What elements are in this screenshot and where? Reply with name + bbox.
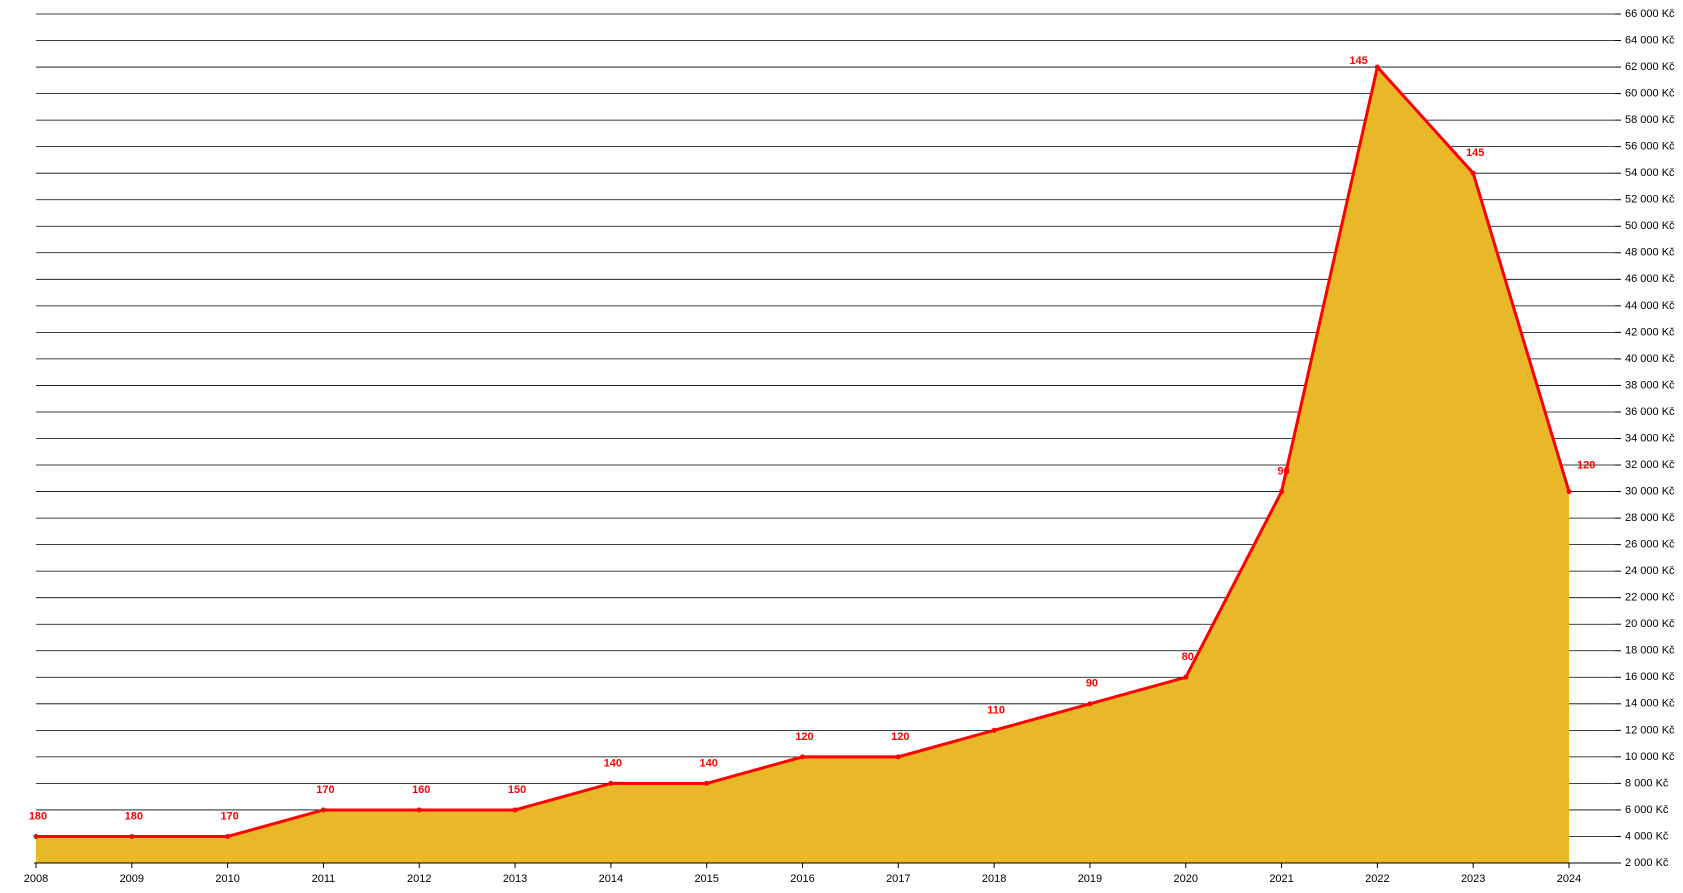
y-tick-label: 10 000 Kč bbox=[1625, 751, 1675, 763]
point bbox=[800, 754, 805, 760]
x-tick-label: 2016 bbox=[790, 873, 814, 885]
data-label: 145 bbox=[1466, 147, 1484, 159]
point bbox=[1279, 489, 1285, 495]
data-label: 170 bbox=[220, 810, 238, 822]
x-tick-label: 2022 bbox=[1365, 873, 1389, 885]
y-tick-label: 46 000 Kč bbox=[1625, 273, 1675, 285]
data-label: 90 bbox=[1277, 465, 1289, 477]
x-tick-label: 2018 bbox=[982, 873, 1006, 885]
y-tick-label: 64 000 Kč bbox=[1625, 34, 1675, 46]
y-tick-label: 38 000 Kč bbox=[1625, 379, 1675, 391]
data-label: 160 bbox=[412, 784, 430, 796]
data-label: 140 bbox=[604, 757, 622, 769]
y-tick-label: 66 000 Kč bbox=[1625, 8, 1675, 20]
y-tick-label: 26 000 Kč bbox=[1625, 539, 1675, 551]
x-tick-label: 2008 bbox=[24, 873, 48, 885]
data-label: 170 bbox=[316, 784, 334, 796]
y-tick-label: 32 000 Kč bbox=[1625, 459, 1675, 471]
x-tick-label: 2024 bbox=[1557, 873, 1581, 885]
y-tick-label: 50 000 Kč bbox=[1625, 220, 1675, 232]
data-label: 145 bbox=[1349, 55, 1367, 67]
y-tick-label: 44 000 Kč bbox=[1625, 300, 1675, 312]
point bbox=[1087, 701, 1093, 707]
data-label: 120 bbox=[1577, 459, 1595, 471]
y-tick-label: 36 000 Kč bbox=[1625, 406, 1675, 418]
y-tick-label: 28 000 Kč bbox=[1625, 512, 1675, 524]
point bbox=[225, 833, 231, 839]
y-tick-label: 24 000 Kč bbox=[1625, 565, 1675, 577]
y-tick-label: 22 000 Kč bbox=[1625, 592, 1675, 604]
data-label: 140 bbox=[700, 757, 718, 769]
area bbox=[36, 67, 1569, 863]
data-label: 180 bbox=[125, 810, 143, 822]
y-tick-label: 14 000 Kč bbox=[1625, 698, 1675, 710]
y-tick-label: 30 000 Kč bbox=[1625, 485, 1675, 497]
x-tick-label: 2013 bbox=[503, 873, 527, 885]
data-label: 150 bbox=[508, 784, 526, 796]
data-label: 120 bbox=[795, 731, 813, 743]
x-tick-label: 2010 bbox=[215, 873, 239, 885]
y-tick-label: 34 000 Kč bbox=[1625, 432, 1675, 444]
x-tick-label: 2011 bbox=[312, 873, 336, 885]
point bbox=[33, 833, 39, 839]
x-tick-label: 2019 bbox=[1078, 873, 1102, 885]
y-tick-label: 58 000 Kč bbox=[1625, 114, 1675, 126]
y-tick-label: 48 000 Kč bbox=[1625, 247, 1675, 259]
y-tick-label: 18 000 Kč bbox=[1625, 645, 1675, 657]
point bbox=[1183, 674, 1189, 680]
y-tick-label: 6 000 Kč bbox=[1625, 804, 1669, 816]
data-label: 80 bbox=[1182, 651, 1194, 663]
data-label: 90 bbox=[1086, 678, 1098, 690]
point bbox=[320, 807, 326, 813]
y-tick-label: 54 000 Kč bbox=[1625, 167, 1675, 179]
x-tick-label: 2017 bbox=[886, 873, 910, 885]
point bbox=[416, 807, 422, 813]
data-label: 180 bbox=[29, 810, 47, 822]
y-tick-label: 16 000 Kč bbox=[1625, 671, 1675, 683]
y-tick-label: 12 000 Kč bbox=[1625, 724, 1675, 736]
data-label: 120 bbox=[891, 731, 909, 743]
x-tick-label: 2014 bbox=[599, 873, 623, 885]
y-tick-label: 20 000 Kč bbox=[1625, 618, 1675, 630]
point bbox=[1374, 64, 1380, 70]
y-tick-label: 60 000 Kč bbox=[1625, 88, 1675, 100]
point bbox=[1566, 489, 1572, 495]
y-tick-label: 42 000 Kč bbox=[1625, 326, 1675, 338]
x-tick-label: 2021 bbox=[1269, 873, 1293, 885]
y-tick-label: 52 000 Kč bbox=[1625, 194, 1675, 206]
point bbox=[1470, 170, 1476, 176]
y-tick-label: 56 000 Kč bbox=[1625, 141, 1675, 153]
point bbox=[512, 807, 518, 813]
point bbox=[129, 833, 135, 839]
x-tick-label: 2015 bbox=[694, 873, 718, 885]
point bbox=[991, 727, 997, 733]
data-label: 110 bbox=[987, 704, 1005, 716]
x-tick-label: 2009 bbox=[120, 873, 144, 885]
point bbox=[704, 780, 710, 786]
y-tick-label: 2 000 Kč bbox=[1625, 857, 1669, 869]
x-tick-label: 2020 bbox=[1174, 873, 1198, 885]
point bbox=[608, 780, 614, 786]
y-tick-label: 4 000 Kč bbox=[1625, 830, 1669, 842]
point bbox=[895, 754, 901, 760]
x-tick-label: 2023 bbox=[1461, 873, 1485, 885]
y-tick-label: 62 000 Kč bbox=[1625, 61, 1675, 73]
y-tick-label: 40 000 Kč bbox=[1625, 353, 1675, 365]
x-tick-label: 2012 bbox=[407, 873, 431, 885]
y-tick-label: 8 000 Kč bbox=[1625, 777, 1669, 789]
